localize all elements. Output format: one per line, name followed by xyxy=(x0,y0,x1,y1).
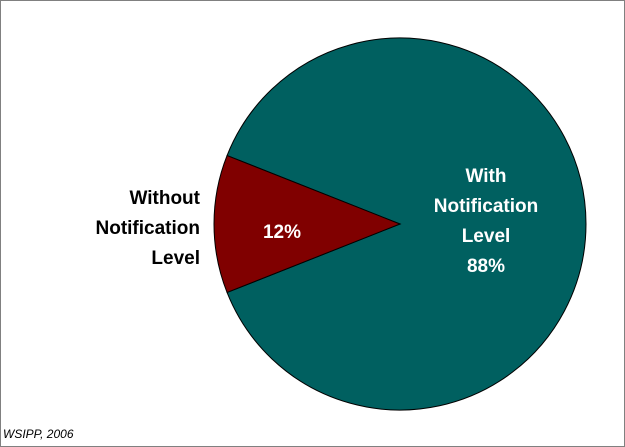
slice-label-with-notification-level: With Notification Level 88% xyxy=(434,166,539,277)
labels-layer: With Notification Level 88% Without Notificat… xyxy=(96,166,539,277)
slices-layer xyxy=(213,37,587,411)
slice-label-without-notification-level: Without Notification Level xyxy=(96,188,201,269)
source-note: WSIPP, 2006 xyxy=(3,427,74,441)
pie-slice-without-notification-level xyxy=(213,154,402,294)
slice-value-without-notification-level: 12% xyxy=(263,222,301,243)
pie-slice-with-notification-level xyxy=(226,37,587,411)
